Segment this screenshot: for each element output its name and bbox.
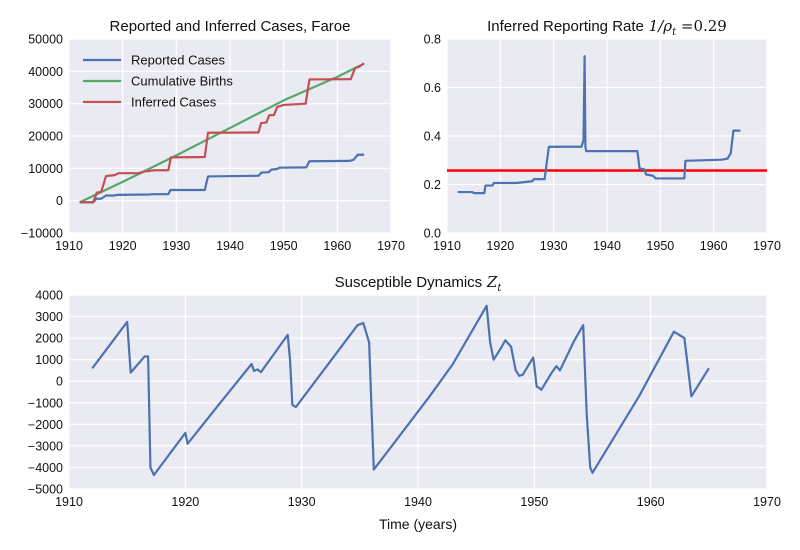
series-line-reported-cases xyxy=(79,153,365,204)
chart-reported-inferred-cases: 1910 1920 1930 1940 1950 1960 1970 −10000 0 10000… xyxy=(21,18,405,253)
y-tick-label: 30000 xyxy=(28,97,63,111)
chart-title: Inferred Reporting Rate 1/ρt =0.29 xyxy=(487,17,727,38)
y-tick-label: 0.4 xyxy=(424,130,441,144)
x-tick-label: 1910 xyxy=(433,239,461,253)
y-tick-label: 2000 xyxy=(35,332,63,346)
y-tick-label: −1000 xyxy=(28,396,63,410)
y-tick-label: 40000 xyxy=(28,65,63,79)
x-tick-label: 1960 xyxy=(700,239,728,253)
x-tick-label: 1950 xyxy=(646,239,674,253)
series-line-0 xyxy=(91,304,710,477)
y-tick-label: −3000 xyxy=(28,439,63,453)
x-axis-label: Time (years) xyxy=(379,516,457,532)
chart-title: Reported and Inferred Cases, Faroe xyxy=(110,18,351,35)
y-tick-label: 0 xyxy=(56,375,63,389)
series-line-inferred-cases xyxy=(79,62,365,204)
y-tick-label: 0.2 xyxy=(424,178,441,192)
x-tick-label: 1940 xyxy=(216,239,244,253)
x-tick-label: 1920 xyxy=(109,239,137,253)
y-tick-label: −4000 xyxy=(28,461,63,475)
x-tick-label: 1940 xyxy=(593,239,621,253)
chart-susceptible-dynamics: 1910 1920 1930 1940 1950 1960 1970 −5000 −4000 −3… xyxy=(28,273,781,532)
series-line-0 xyxy=(457,55,741,195)
x-tick-label: 1930 xyxy=(540,239,568,253)
y-tick-label: 0.8 xyxy=(424,33,441,47)
legend: Reported Cases Cumulative Births Inferred … xyxy=(83,53,233,110)
x-tick-label: 1970 xyxy=(753,239,781,253)
x-tick-label: 1970 xyxy=(377,239,405,253)
y-tick-label: 1000 xyxy=(35,353,63,367)
x-tick-label: 1970 xyxy=(753,495,781,509)
legend-label: Cumulative Births xyxy=(131,74,233,89)
x-tick-label: 1920 xyxy=(171,495,199,509)
series-line-cumulative-births xyxy=(79,62,365,204)
legend-label: Inferred Cases xyxy=(131,95,217,110)
chart-reporting-rate: 1910 1920 1930 1940 1950 1960 1970 0.0 0.2 0.4 0.6… xyxy=(424,17,781,253)
y-tick-label: −5000 xyxy=(28,483,63,497)
x-tick-label: 1930 xyxy=(288,495,316,509)
y-tick-label: 3000 xyxy=(35,310,63,324)
y-tick-label: 4000 xyxy=(35,289,63,303)
y-tick-label: 20000 xyxy=(28,130,63,144)
x-tick-label: 1960 xyxy=(637,495,665,509)
chart-title: Susceptible Dynamics Zt xyxy=(335,273,503,294)
y-tick-label: 0.6 xyxy=(424,81,441,95)
x-tick-label: 1910 xyxy=(55,495,83,509)
x-tick-label: 1940 xyxy=(404,495,432,509)
y-tick-label: −2000 xyxy=(28,418,63,432)
y-tick-label: 50000 xyxy=(28,33,63,47)
x-tick-label: 1910 xyxy=(55,239,83,253)
x-tick-label: 1950 xyxy=(520,495,548,509)
y-tick-label: −10000 xyxy=(21,227,63,241)
legend-label: Reported Cases xyxy=(131,53,225,68)
y-tick-label: 10000 xyxy=(28,162,63,176)
x-tick-label: 1960 xyxy=(323,239,351,253)
y-tick-label: 0 xyxy=(56,194,63,208)
y-tick-label: 0.0 xyxy=(424,227,441,241)
x-tick-label: 1920 xyxy=(486,239,514,253)
x-tick-label: 1930 xyxy=(162,239,190,253)
x-tick-label: 1950 xyxy=(270,239,298,253)
